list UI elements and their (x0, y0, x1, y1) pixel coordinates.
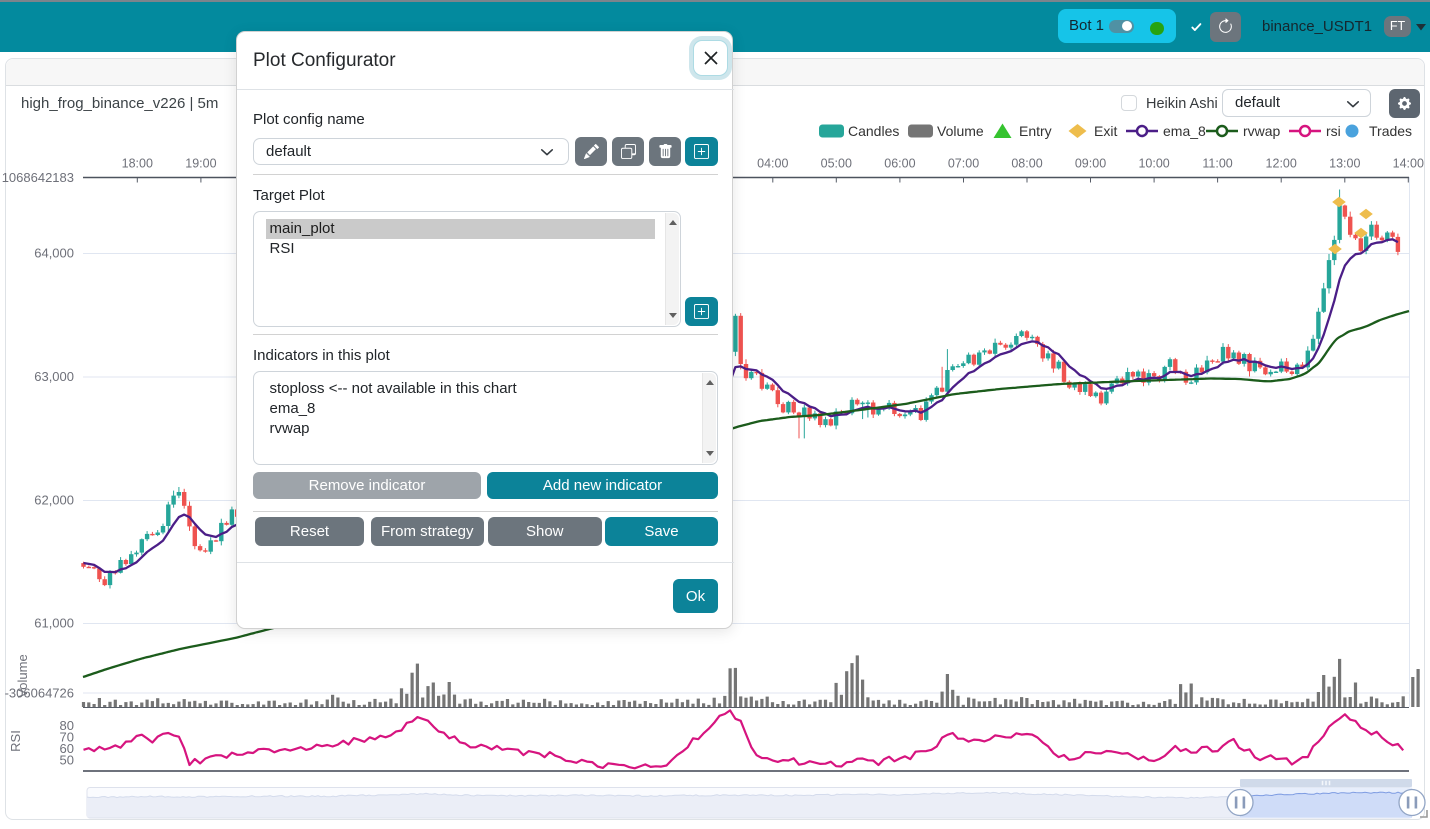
svg-text:18:00: 18:00 (122, 157, 153, 171)
svg-text:ema_8: ema_8 (1163, 123, 1206, 139)
svg-text:50: 50 (60, 753, 74, 768)
svg-text:13:00: 13:00 (1329, 157, 1360, 171)
svg-text:12:00: 12:00 (1266, 157, 1297, 171)
svg-text:rsi: rsi (1326, 123, 1341, 139)
svg-text:-306064726: -306064726 (5, 686, 74, 701)
svg-text:Exit: Exit (1094, 123, 1117, 139)
svg-text:1068642183: 1068642183 (2, 170, 74, 185)
svg-text:06:00: 06:00 (884, 157, 915, 171)
svg-text:Volume: Volume (15, 654, 30, 697)
svg-text:08:00: 08:00 (1011, 157, 1042, 171)
svg-text:RSI: RSI (8, 730, 23, 752)
svg-text:62,000: 62,000 (34, 493, 74, 508)
svg-text:10:00: 10:00 (1138, 157, 1169, 171)
svg-text:09:00: 09:00 (1075, 157, 1106, 171)
svg-text:14:00: 14:00 (1393, 157, 1424, 171)
svg-text:63,000: 63,000 (34, 369, 74, 384)
svg-text:19:00: 19:00 (185, 157, 216, 171)
svg-text:70: 70 (60, 730, 74, 745)
svg-text:60: 60 (60, 741, 74, 756)
svg-text:64,000: 64,000 (34, 246, 74, 261)
svg-text:61,000: 61,000 (34, 616, 74, 631)
svg-text:07:00: 07:00 (948, 157, 979, 171)
svg-text:04:00: 04:00 (757, 157, 788, 171)
svg-text:11:00: 11:00 (1202, 157, 1232, 171)
svg-text:05:00: 05:00 (821, 157, 852, 171)
svg-text:Candles: Candles (848, 123, 899, 139)
svg-text:rvwap: rvwap (1243, 123, 1281, 139)
svg-text:Volume: Volume (937, 123, 984, 139)
svg-text:80: 80 (60, 718, 74, 733)
svg-text:Trades: Trades (1369, 123, 1412, 139)
svg-text:Entry: Entry (1019, 123, 1052, 139)
